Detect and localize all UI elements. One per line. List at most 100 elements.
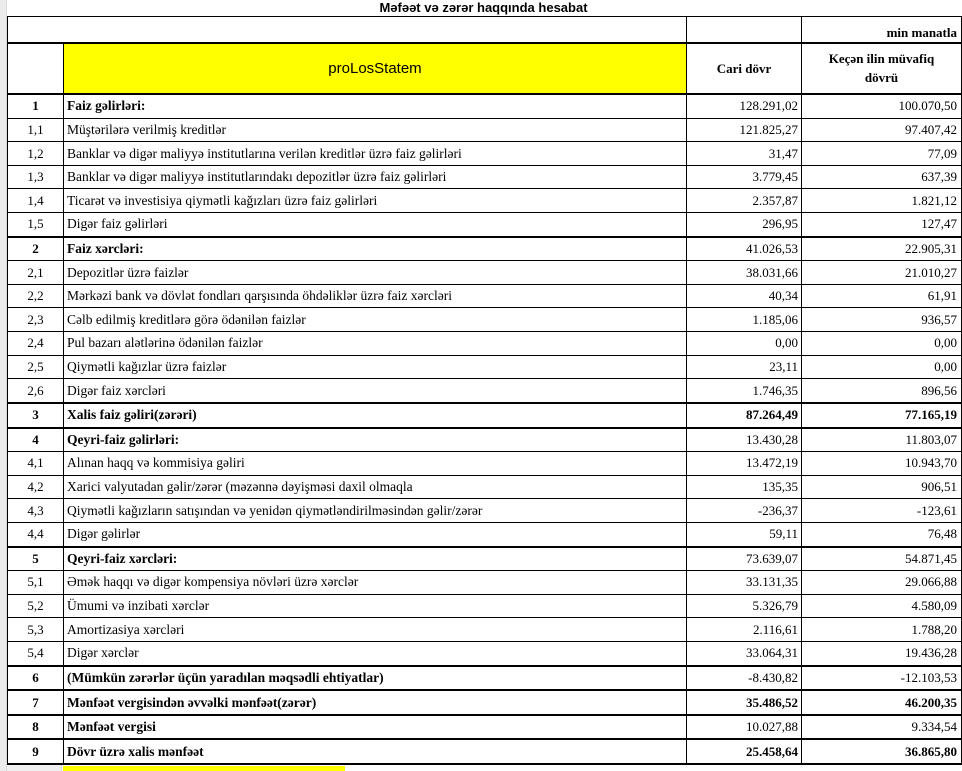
row-number-cell: 4,4 bbox=[27, 526, 44, 542]
table-row: 1,4 Ticarət və investisiya qiymətli kağız… bbox=[8, 188, 961, 213]
row-label-cell: Banklar və digər maliyyə institutlarına … bbox=[63, 142, 686, 165]
row-number-cell: 5,2 bbox=[27, 598, 44, 614]
row-number-cell: 2,3 bbox=[27, 311, 44, 327]
row-previous-value-cell: 0,00 bbox=[801, 332, 961, 355]
row-current-value-cell: 3.779,45 bbox=[686, 165, 801, 189]
table-row: 4,4 Digər gəlirlər 59,11 76,48 bbox=[8, 521, 961, 546]
row-label-cell: Ümumi və inzibati xərclər bbox=[63, 594, 686, 618]
row-label-cell: Faiz gəlirləri: bbox=[63, 95, 686, 118]
table-header-row: proLosStatem Cari dövr Keçən ilin müvafi… bbox=[8, 42, 961, 95]
row-number-cell: 4 bbox=[32, 431, 39, 447]
table-row: 1,3 Banklar və digər maliyyə institutları… bbox=[8, 164, 961, 189]
row-label-cell: Banklar və digər maliyyə institutlarında… bbox=[63, 165, 686, 189]
row-label-cell: Xarici valyutadan gəlir/zərər (məzənnə d… bbox=[63, 475, 686, 499]
row-number-cell: 3 bbox=[32, 407, 39, 423]
sheet-left-margin bbox=[0, 0, 7, 771]
row-current-value-cell: 59,11 bbox=[686, 522, 801, 546]
row-previous-value-cell: 637,39 bbox=[801, 165, 961, 189]
report-title: Məfəət və zərər haqqında hesabat bbox=[379, 0, 588, 15]
row-label-cell: Digər gəlirlər bbox=[63, 522, 686, 546]
row-previous-value-cell: 77.165,19 bbox=[801, 403, 961, 427]
row-label-cell: Digər xərclər bbox=[63, 642, 686, 665]
row-previous-value-cell: 22.905,31 bbox=[801, 237, 961, 261]
table-rows: 1 Faiz gəlirləri: 128.291,02 100.070,50 1,1 M… bbox=[8, 95, 961, 763]
row-current-value-cell: 33.064,31 bbox=[686, 642, 801, 665]
row-number-cell: 4,2 bbox=[27, 479, 44, 495]
row-current-value-cell: 2.116,61 bbox=[686, 618, 801, 642]
table-row: 4,2 Xarici valyutadan gəlir/zərər (məzənn… bbox=[8, 474, 961, 499]
row-current-value-cell: 33.131,35 bbox=[686, 571, 801, 594]
row-current-value-cell: 13.472,19 bbox=[686, 452, 801, 475]
row-previous-value-cell: 127,47 bbox=[801, 213, 961, 236]
row-current-value-cell: 31,47 bbox=[686, 142, 801, 165]
row-previous-value-cell: 77,09 bbox=[801, 142, 961, 165]
row-number-cell: 4,3 bbox=[27, 502, 44, 518]
row-previous-value-cell: 10.943,70 bbox=[801, 452, 961, 475]
row-label-cell: Əmək haqqı və digər kompensiya növləri ü… bbox=[63, 571, 686, 594]
row-current-value-cell: 41.026,53 bbox=[686, 237, 801, 261]
row-label-cell: Faiz xərcləri: bbox=[63, 237, 686, 261]
row-current-value-cell: 1.746,35 bbox=[686, 379, 801, 402]
table-row: 5,4 Digər xərclər 33.064,31 19.436,28 bbox=[8, 641, 961, 665]
row-current-value-cell: 87.264,49 bbox=[686, 403, 801, 427]
profit-loss-table: min manatla proLosStatem Cari dövr Keçən… bbox=[7, 16, 962, 765]
table-row: 4,3 Qiymətli kağızların satışından və yen… bbox=[8, 498, 961, 522]
row-previous-value-cell: 61,91 bbox=[801, 284, 961, 308]
row-label-cell: Alınan haqq və kommisiya gəliri bbox=[63, 452, 686, 475]
table-row: 4 Qeyri-faiz gəlirləri: 13.430,28 11.803,07 bbox=[8, 426, 961, 452]
table-row: 5,2 Ümumi və inzibati xərclər 5.326,79 4.58… bbox=[8, 593, 961, 618]
row-current-value-cell: 121.825,27 bbox=[686, 118, 801, 142]
table-row: 4,1 Alınan haqq və kommisiya gəliri 13.472… bbox=[8, 451, 961, 475]
row-current-value-cell: 40,34 bbox=[686, 284, 801, 308]
row-current-value-cell: -8.430,82 bbox=[686, 666, 801, 690]
row-previous-value-cell: 21.010,27 bbox=[801, 261, 961, 284]
row-current-value-cell: 38.031,66 bbox=[686, 261, 801, 284]
row-number-cell: 2,6 bbox=[27, 382, 44, 398]
row-current-value-cell: 2.357,87 bbox=[686, 189, 801, 213]
table-row: 5 Qeyri-faiz xərcləri: 73.639,07 54.871,45 bbox=[8, 545, 961, 571]
unit-row-spacer bbox=[8, 17, 686, 42]
row-label-cell: Cəlb edilmiş kreditlərə görə ödənilən fa… bbox=[63, 308, 686, 332]
row-previous-value-cell: 1.821,12 bbox=[801, 189, 961, 213]
row-label-cell: Mənfəət vergisindən əvvəlki mənfəət(zərə… bbox=[63, 691, 686, 714]
row-label-cell: Ticarət və investisiya qiymətli kağızlar… bbox=[63, 189, 686, 213]
row-previous-value-cell: 936,57 bbox=[801, 308, 961, 332]
unit-row-current-cell bbox=[686, 17, 801, 42]
table-row: 2,6 Digər faiz xərcləri 1.746,35 896,56 bbox=[8, 378, 961, 402]
row-current-value-cell: 23,11 bbox=[686, 355, 801, 379]
row-number-cell: 5,3 bbox=[27, 621, 44, 637]
row-number-cell: 5,1 bbox=[27, 574, 44, 590]
header-number-cell bbox=[8, 44, 63, 93]
row-previous-value-cell: 29.066,88 bbox=[801, 571, 961, 594]
table-row: 2,2 Mərkəzi bank və dövlət fondları qarşı… bbox=[8, 283, 961, 308]
row-previous-value-cell: 36.865,80 bbox=[801, 740, 961, 763]
row-number-cell: 1,3 bbox=[27, 169, 44, 185]
row-number-cell: 7 bbox=[32, 694, 39, 710]
row-label-cell: Digər faiz gəlirləri bbox=[63, 213, 686, 236]
table-row: 1 Faiz gəlirləri: 128.291,02 100.070,50 bbox=[8, 95, 961, 118]
row-label-cell: Qiymətli kağızlar üzrə faizlər bbox=[63, 355, 686, 379]
row-number-cell: 2,4 bbox=[27, 335, 44, 351]
row-previous-value-cell: 1.788,20 bbox=[801, 618, 961, 642]
row-current-value-cell: 128.291,02 bbox=[686, 95, 801, 118]
row-previous-value-cell: 97.407,42 bbox=[801, 118, 961, 142]
row-number-cell: 2,1 bbox=[27, 264, 44, 280]
row-number-cell: 1,5 bbox=[27, 216, 44, 232]
row-number-cell: 8 bbox=[32, 719, 39, 735]
row-number-cell: 5,4 bbox=[27, 645, 44, 661]
unit-note-row: min manatla bbox=[8, 16, 961, 42]
row-current-value-cell: 35.486,52 bbox=[686, 691, 801, 714]
table-row: 6 (Mümkün zərərlər üçün yaradılan məqsədl… bbox=[8, 664, 961, 690]
row-label-cell: Müştərilərə verilmiş kreditlər bbox=[63, 118, 686, 142]
row-number-cell: 2,2 bbox=[27, 288, 44, 304]
row-current-value-cell: 5.326,79 bbox=[686, 594, 801, 618]
table-row: 8 Mənfəət vergisi 10.027,88 9.334,54 bbox=[8, 713, 961, 739]
table-row: 1,2 Banklar və digər maliyyə institutları… bbox=[8, 141, 961, 165]
row-previous-value-cell: 9.334,54 bbox=[801, 715, 961, 739]
row-previous-value-cell: 76,48 bbox=[801, 522, 961, 546]
row-previous-value-cell: 4.580,09 bbox=[801, 594, 961, 618]
row-number-cell: 9 bbox=[32, 743, 39, 759]
row-number-cell: 1,1 bbox=[27, 121, 44, 137]
row-previous-value-cell: -123,61 bbox=[801, 499, 961, 522]
row-previous-value-cell: 100.070,50 bbox=[801, 95, 961, 118]
